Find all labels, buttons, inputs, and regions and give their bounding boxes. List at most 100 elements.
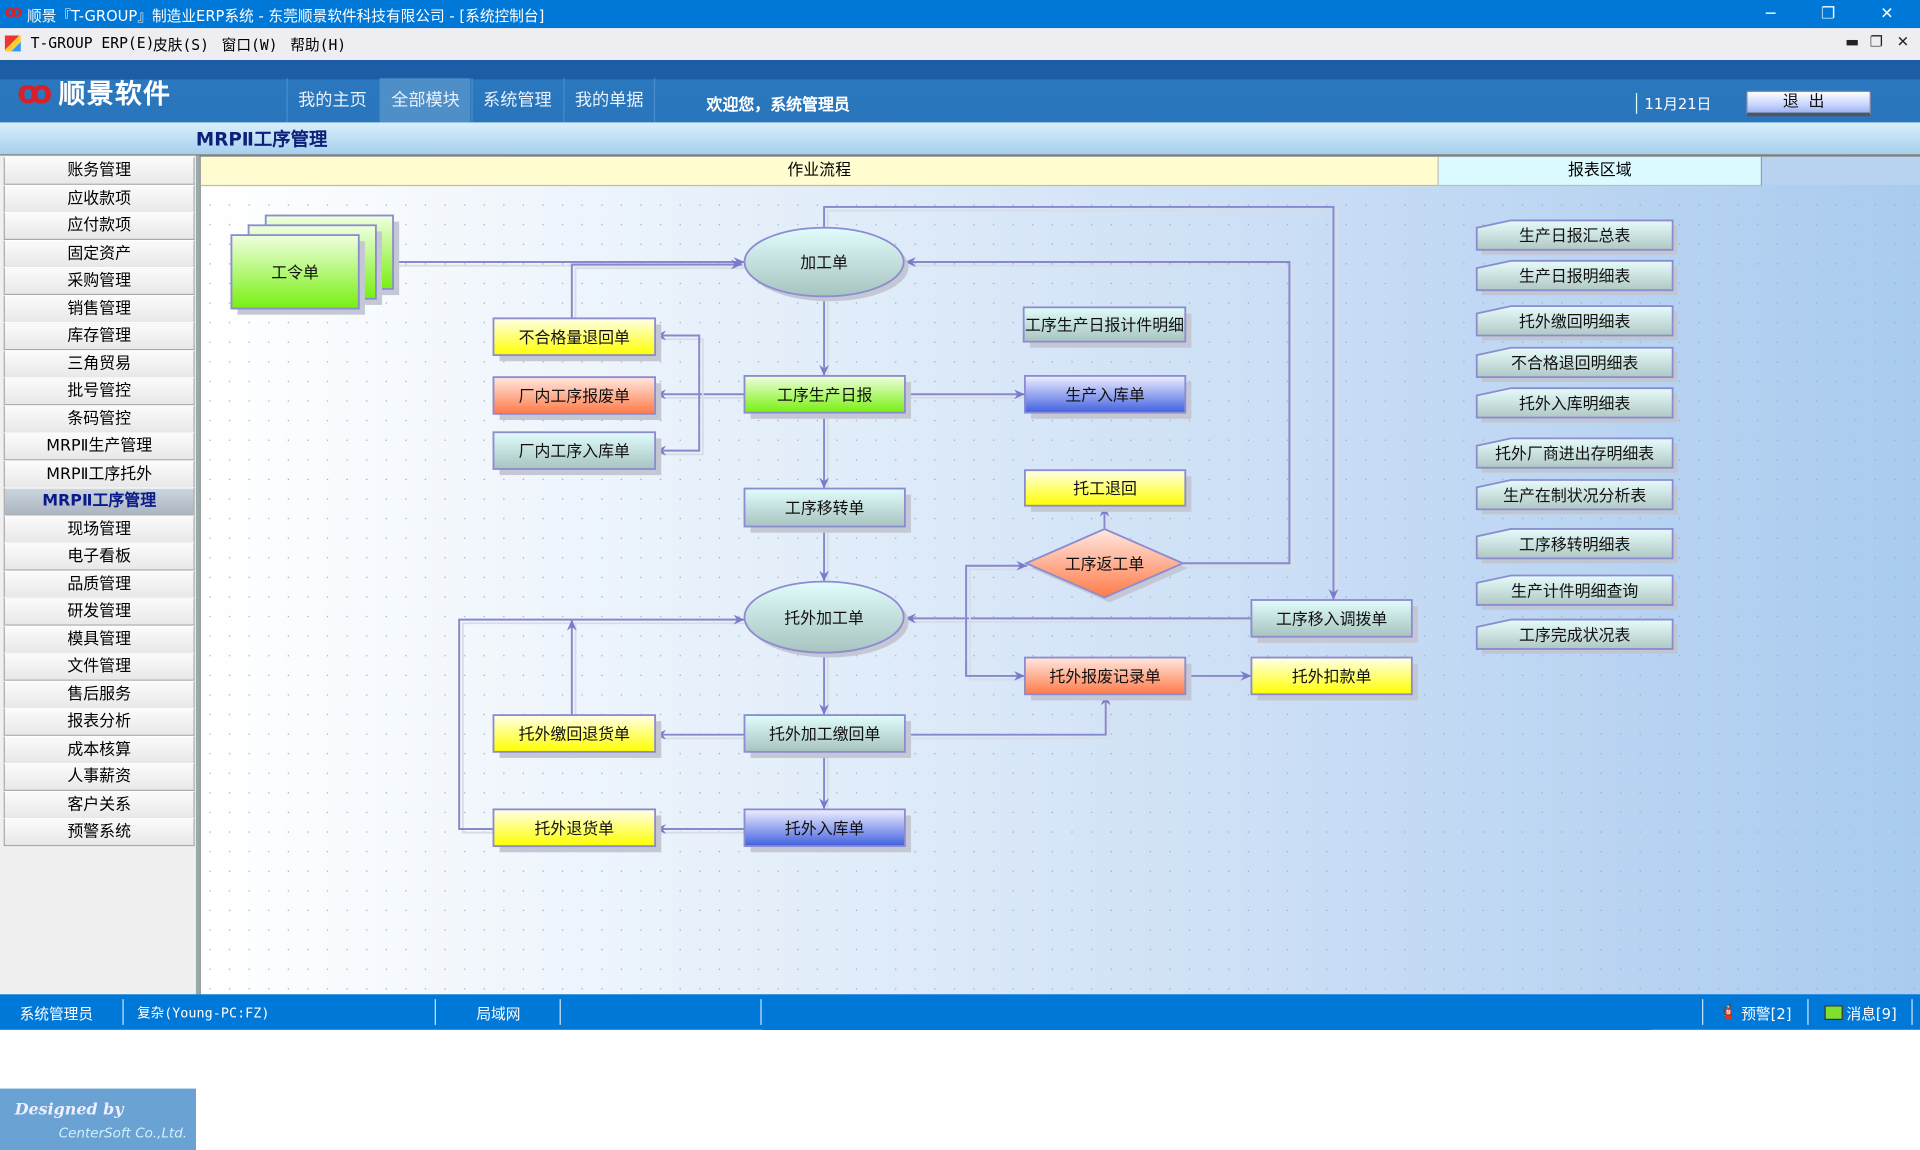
report-link-label: 生产日报汇总表 xyxy=(1519,226,1630,245)
sidebar-item[interactable]: 报表分析 xyxy=(3,707,195,736)
status-alerts[interactable]: 预警[2] xyxy=(1741,1005,1792,1023)
sidebar-item[interactable]: 文件管理 xyxy=(3,652,195,681)
edge-shadow xyxy=(574,267,746,323)
flow-node-tuowairuku[interactable]: 托外入库单 xyxy=(743,808,912,853)
sidebar-item[interactable]: MRPⅡ生产管理 xyxy=(3,432,195,461)
flow-node-label: 厂内工序报废单 xyxy=(519,387,630,406)
mdi-close-icon[interactable]: ✕ xyxy=(1896,33,1910,51)
report-link[interactable]: 托外入库明细表 xyxy=(1475,387,1678,423)
menu-help[interactable]: 帮助(H) xyxy=(290,36,347,54)
minimize-icon[interactable]: ─ xyxy=(1765,4,1776,24)
sidebar-item[interactable]: 采购管理 xyxy=(3,266,195,296)
flow-node-baofei[interactable]: 厂内工序报废单 xyxy=(492,376,662,421)
menu-bar: T-GROUP ERP(E) 皮肤(S) 窗口(W) 帮助(H) ▬ ❐ ✕ xyxy=(0,28,1920,61)
sidebar-item[interactable]: 品质管理 xyxy=(3,570,195,599)
window-title: 顺景『T-GROUP』制造业ERP系统 - 东莞顺景软件科技有限公司 - [系统… xyxy=(26,7,545,25)
sidebar-item[interactable]: 客户关系 xyxy=(3,790,195,819)
flow-node-shengchanruku[interactable]: 生产入库单 xyxy=(1023,375,1192,419)
menu-window[interactable]: 窗口(W) xyxy=(221,36,278,54)
nav-home[interactable]: 我的主页 xyxy=(286,78,378,123)
nav-system-management[interactable]: 系统管理 xyxy=(471,78,562,123)
sidebar-item[interactable]: 应付款项 xyxy=(3,211,195,241)
sidebar-item[interactable]: 固定资产 xyxy=(3,239,195,268)
sidebar-item[interactable]: MRPⅡ工序托外 xyxy=(3,459,195,488)
close-icon[interactable]: ✕ xyxy=(1880,4,1894,24)
sidebar-item[interactable]: 现场管理 xyxy=(3,514,195,544)
menu-skin[interactable]: 皮肤(S) xyxy=(153,36,210,54)
sidebar-item[interactable]: 人事薪资 xyxy=(3,762,195,792)
page-title: MRPⅡ工序管理 xyxy=(195,128,328,151)
flow-node-tuihuo[interactable]: 托外退货单 xyxy=(492,808,662,853)
tab-report-area[interactable]: 报表区域 xyxy=(1438,156,1763,187)
sidebar-item[interactable]: 三角贸易 xyxy=(3,349,195,378)
flow-node-ruku[interactable]: 厂内工序入库单 xyxy=(492,431,662,476)
module-title-bar: MRPⅡ工序管理 xyxy=(0,122,1920,157)
report-link[interactable]: 工序完成状况表 xyxy=(1475,618,1678,654)
tab-workflow[interactable]: 作业流程 xyxy=(200,156,1439,187)
flow-node-diaobo[interactable]: 工序移入调拨单 xyxy=(1250,599,1418,643)
sidebar-item[interactable]: 成本核算 xyxy=(3,735,195,764)
flow-node-jiaohui[interactable]: 托外加工缴回单 xyxy=(743,714,912,758)
flow-node-jiaohuituihuo[interactable]: 托外缴回退货单 xyxy=(492,714,662,758)
sidebar-item[interactable]: 库存管理 xyxy=(3,322,195,351)
status-divider xyxy=(760,999,762,1025)
sidebar-item[interactable]: 售后服务 xyxy=(3,680,195,709)
flow-node-label: 托外加工单 xyxy=(784,608,864,627)
nav-my-documents[interactable]: 我的单据 xyxy=(563,78,656,123)
report-link[interactable]: 生产在制状况分析表 xyxy=(1475,479,1678,515)
sidebar-item[interactable]: 研发管理 xyxy=(3,597,195,626)
menu-erp[interactable]: T-GROUP ERP(E) xyxy=(30,34,155,52)
restore-icon[interactable]: ❐ xyxy=(1821,4,1836,24)
flow-edge xyxy=(904,694,1111,736)
flow-node-jiagong[interactable]: 加工单 xyxy=(743,226,909,302)
report-link[interactable]: 托外缴回明细表 xyxy=(1475,305,1678,341)
nav-all-modules[interactable]: 全部模块 xyxy=(379,78,471,123)
exit-button[interactable]: 退出 xyxy=(1746,90,1872,117)
sidebar-item[interactable]: 预警系统 xyxy=(3,817,195,847)
designed-by-text: Designed by xyxy=(14,1100,124,1120)
edge-shadow xyxy=(908,264,1294,568)
flow-node-gongling[interactable]: 工令单 xyxy=(230,214,400,315)
app-menu-icon xyxy=(4,35,21,52)
flow-edge xyxy=(570,259,743,319)
sidebar-item[interactable]: 销售管理 xyxy=(3,294,195,323)
report-link-label: 不合格退回明细表 xyxy=(1511,354,1638,373)
sidebar-item[interactable]: 模具管理 xyxy=(3,625,195,654)
flow-node-tuogong[interactable]: 托工退回 xyxy=(1023,469,1192,512)
flow-node-yizhuan[interactable]: 工序移转单 xyxy=(743,487,912,533)
flow-node-label: 工序移入调拨单 xyxy=(1276,609,1387,628)
status-user: 系统管理员 xyxy=(19,1005,94,1023)
main-panel: 工令单 加工单不合格量退回单厂内工序报废单厂内工序入库单 工序生产日报 工序生产日报计… xyxy=(199,155,1920,997)
mdi-restore-icon[interactable]: ❐ xyxy=(1869,33,1883,51)
sidebar-item[interactable]: MRPⅡ工序管理 xyxy=(3,487,195,516)
report-link[interactable]: 生产日报汇总表 xyxy=(1475,219,1678,255)
edge-shadow xyxy=(658,397,704,456)
flow-node-jijian[interactable]: 工序生产日报计件明细 xyxy=(1022,306,1192,348)
flow-node-buhege[interactable]: 不合格量退回单 xyxy=(492,317,662,362)
sidebar-item[interactable]: 应收款项 xyxy=(3,184,195,213)
status-bar: 系统管理员 复杂(Young-PC:FZ) 局域网 🧯 预警[2] 消息[9] xyxy=(0,994,1920,1030)
edge-shadow xyxy=(968,666,1029,681)
status-divider xyxy=(1702,999,1704,1025)
flow-node-tuowaibaofei[interactable]: 托外报废记录单 xyxy=(1023,656,1192,701)
sidebar-item[interactable]: 条码管控 xyxy=(3,404,195,433)
flow-node-koukuan[interactable]: 托外扣款单 xyxy=(1250,656,1418,701)
report-link[interactable]: 托外厂商进出存明细表 xyxy=(1475,437,1678,473)
status-messages[interactable]: 消息[9] xyxy=(1846,1005,1897,1023)
sidebar-item[interactable]: 批号管控 xyxy=(3,377,195,406)
flow-edge xyxy=(655,330,701,395)
report-link[interactable]: 不合格退回明细表 xyxy=(1475,346,1678,383)
mdi-minimize-icon[interactable]: ▬ xyxy=(1845,33,1860,51)
report-link[interactable]: 生产日报明细表 xyxy=(1475,259,1678,296)
report-link[interactable]: 生产计件明细查询 xyxy=(1475,574,1678,610)
sidebar-item[interactable]: 账务管理 xyxy=(3,156,195,185)
sidebar-item[interactable]: 电子看板 xyxy=(3,542,195,571)
status-divider xyxy=(1911,999,1913,1025)
status-divider xyxy=(122,999,124,1025)
report-link[interactable]: 工序移转明细表 xyxy=(1475,528,1678,564)
report-link-label: 托外缴回明细表 xyxy=(1519,312,1630,331)
report-link-label: 托外厂商进出存明细表 xyxy=(1495,444,1654,463)
flow-node-ribao[interactable]: 工序生产日报 xyxy=(743,375,912,419)
flow-node-tuowai[interactable]: 托外加工单 xyxy=(743,580,909,658)
